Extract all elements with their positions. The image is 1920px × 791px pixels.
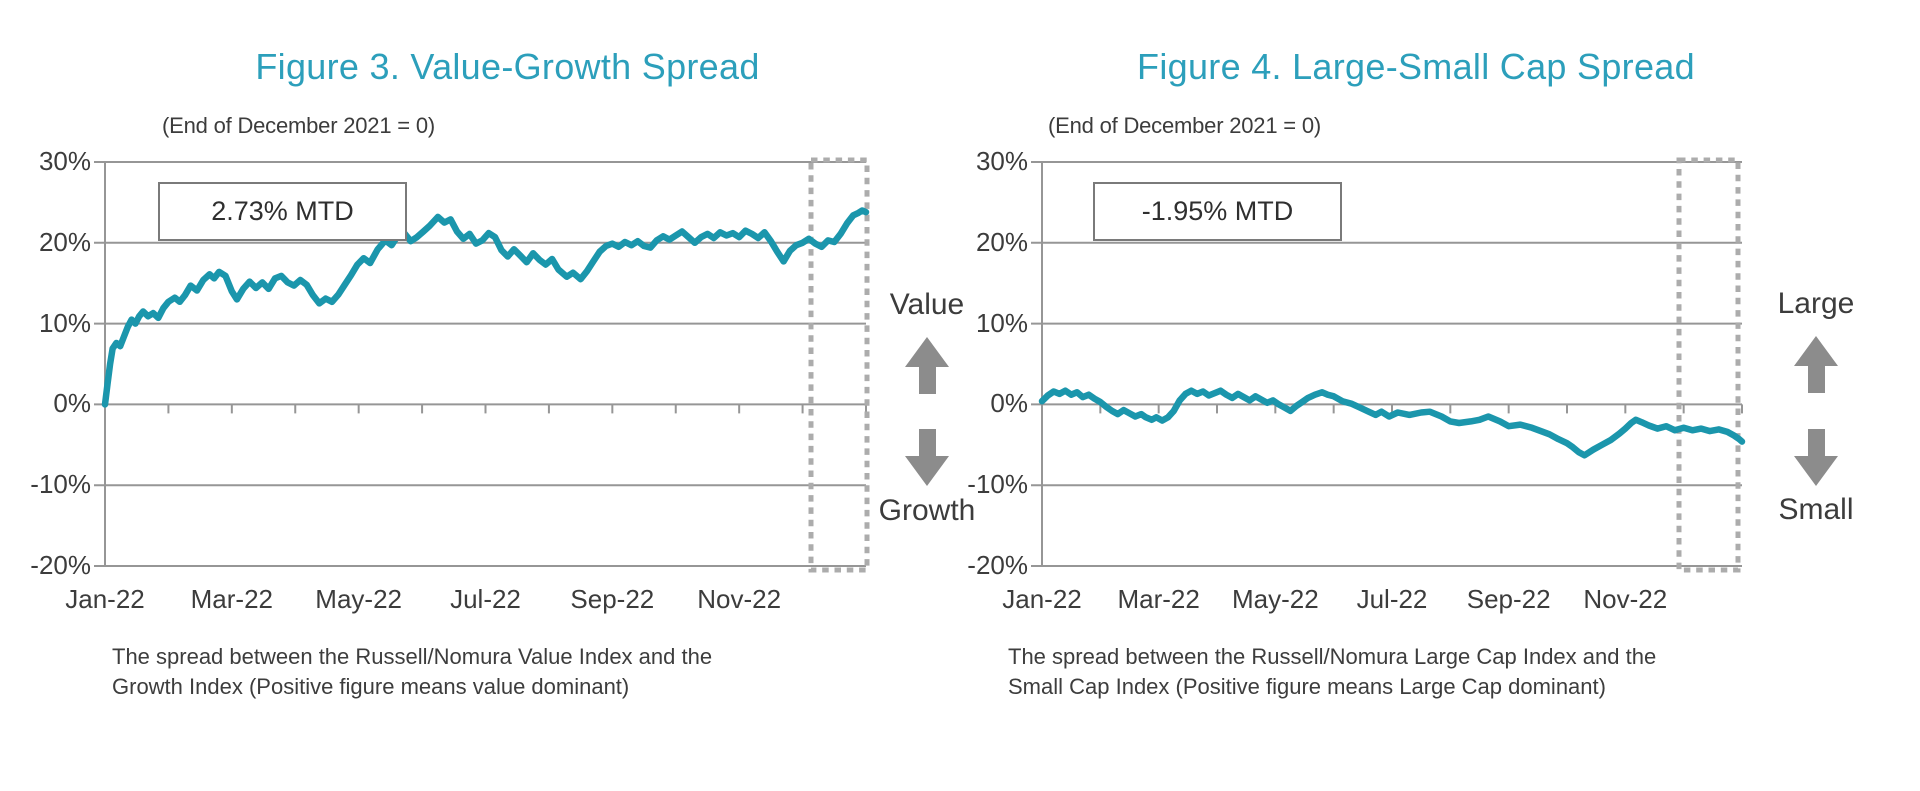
up-arrow-head	[905, 337, 949, 367]
growth-down-arrow-icon	[905, 429, 949, 486]
month-tick-label: Mar-22	[190, 584, 273, 614]
figure3-caption: The spread between the Russell/Nomura Va…	[112, 642, 752, 702]
month-tick-label: May-22	[315, 584, 402, 614]
highlight-dashed-box	[1676, 157, 1741, 573]
down-arrow-head	[905, 456, 949, 486]
percent-tick-label: 10%	[975, 307, 1028, 338]
figure3-title: Figure 3. Value-Growth Spread	[255, 46, 760, 87]
percent-tick-label: 20%	[38, 226, 91, 257]
figure4-subtitle: (End of December 2021 = 0)	[1048, 113, 1322, 138]
down-arrow-head	[1794, 456, 1838, 486]
up-arrow-head	[1794, 336, 1838, 366]
percent-tick-label: 0%	[53, 388, 91, 419]
figure3-subtitle: (End of December 2021 = 0)	[162, 113, 436, 138]
figure4-caption: The spread between the Russell/Nomura La…	[1008, 642, 1678, 702]
percent-tick-label: 0%	[990, 388, 1028, 419]
figure4-title: Figure 4. Large-Small Cap Spread	[1137, 46, 1695, 87]
value-label: Value	[889, 288, 965, 321]
figure3-mtd-annotation-box: 2.73% MTD	[158, 182, 407, 241]
up-arrow-stem	[918, 367, 936, 394]
large-up-arrow-icon	[1794, 336, 1838, 393]
month-tick-label: Nov-22	[697, 584, 782, 614]
percent-tick-label: 20%	[975, 226, 1028, 257]
figure3-mtd-value: 2.73% MTD	[211, 196, 354, 226]
figure3-caption-line2: Growth Index (Positive figure means valu…	[112, 674, 630, 699]
percent-tick-label: -20%	[30, 550, 91, 580]
month-tick-label: May-22	[1231, 584, 1319, 614]
small-label: Small	[1778, 493, 1854, 526]
highlight-dashed-box	[808, 157, 870, 573]
percent-tick-label: 10%	[38, 307, 91, 338]
large-label: Large	[1777, 287, 1855, 320]
month-tick-label: Sep-22	[570, 584, 655, 614]
percent-tick-label: 30%	[38, 146, 91, 176]
month-tick-label: Jul-22	[450, 584, 521, 614]
growth-label: Growth	[878, 494, 976, 527]
percent-tick-label: -20%	[967, 550, 1028, 580]
month-tick-label: Jan-22	[1002, 584, 1082, 614]
figure3-caption-line1: The spread between the Russell/Nomura Va…	[112, 644, 713, 669]
small-down-arrow-icon	[1794, 429, 1838, 486]
spread-line	[1038, 387, 1746, 459]
figure4-mtd-annotation-box: -1.95% MTD	[1093, 182, 1342, 241]
percent-tick-label: 30%	[975, 146, 1028, 176]
percent-tick-label: -10%	[967, 469, 1028, 500]
up-arrow-stem	[1807, 366, 1825, 393]
spread-line	[101, 207, 870, 408]
month-tick-label: Jul-22	[1356, 584, 1428, 614]
value-up-arrow-icon	[905, 337, 949, 394]
month-tick-label: Jan-22	[65, 584, 145, 614]
figure4-caption-line1: The spread between the Russell/Nomura La…	[1008, 644, 1657, 669]
figure4-mtd-value: -1.95% MTD	[1141, 196, 1294, 226]
percent-tick-label: -10%	[30, 469, 91, 500]
month-tick-label: Nov-22	[1583, 584, 1668, 614]
figure4-caption-line2: Small Cap Index (Positive figure means L…	[1008, 674, 1606, 699]
down-arrow-stem	[1807, 429, 1825, 456]
month-tick-label: Sep-22	[1466, 584, 1551, 614]
month-tick-label: Mar-22	[1117, 584, 1200, 614]
down-arrow-stem	[918, 429, 936, 456]
